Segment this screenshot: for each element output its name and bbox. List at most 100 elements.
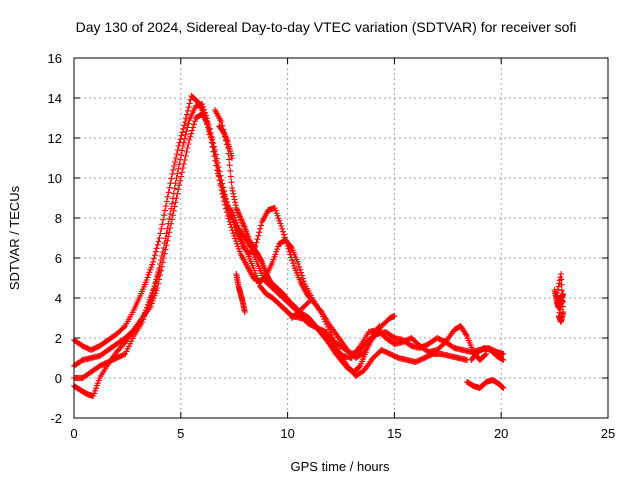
plus-marker bbox=[500, 351, 507, 357]
plus-marker bbox=[169, 171, 176, 177]
plus-marker bbox=[179, 165, 186, 171]
plus-marker bbox=[164, 193, 171, 200]
plus-marker bbox=[223, 136, 230, 143]
plus-marker bbox=[171, 185, 178, 192]
plus-marker bbox=[175, 186, 182, 193]
plus-marker bbox=[229, 187, 236, 194]
series-track-h bbox=[551, 271, 567, 325]
plus-marker bbox=[499, 384, 506, 391]
plus-marker bbox=[168, 220, 175, 227]
x-tick-label: 5 bbox=[177, 426, 184, 441]
plus-marker bbox=[219, 180, 226, 187]
plus-marker bbox=[189, 127, 196, 134]
plus-marker bbox=[555, 283, 562, 290]
y-tick-label: 4 bbox=[55, 291, 62, 306]
plus-marker bbox=[206, 126, 213, 133]
plus-marker bbox=[221, 130, 228, 137]
plus-marker bbox=[229, 207, 236, 213]
plus-marker bbox=[250, 265, 257, 271]
y-tick-label: 0 bbox=[55, 371, 62, 386]
plus-marker bbox=[175, 165, 182, 172]
series-track-a bbox=[71, 93, 398, 361]
plus-marker bbox=[143, 304, 150, 311]
plus-marker bbox=[144, 274, 151, 281]
plus-marker bbox=[212, 151, 219, 158]
plus-marker bbox=[91, 390, 98, 397]
plus-marker bbox=[295, 261, 302, 267]
plus-marker bbox=[162, 246, 169, 253]
plus-marker bbox=[217, 172, 224, 179]
plus-marker bbox=[321, 316, 328, 323]
plus-marker bbox=[172, 180, 179, 187]
plus-marker bbox=[128, 338, 135, 345]
plus-marker bbox=[90, 393, 97, 399]
plus-marker bbox=[179, 143, 186, 149]
plus-marker bbox=[93, 382, 100, 389]
plus-marker bbox=[280, 228, 287, 235]
axis-ticks bbox=[73, 57, 609, 419]
plus-marker bbox=[205, 123, 212, 129]
plus-marker bbox=[146, 269, 153, 276]
y-tick-label: -2 bbox=[50, 411, 62, 426]
plus-marker bbox=[213, 155, 220, 162]
plus-marker bbox=[160, 216, 167, 223]
plus-marker bbox=[270, 256, 277, 263]
plus-marker bbox=[275, 243, 282, 250]
plus-marker bbox=[166, 215, 173, 222]
plus-marker bbox=[174, 147, 181, 153]
plus-marker bbox=[273, 210, 280, 217]
plus-marker bbox=[177, 177, 184, 184]
plus-marker bbox=[179, 147, 186, 154]
series-track-g bbox=[216, 123, 312, 321]
plus-marker bbox=[182, 131, 189, 138]
plus-marker bbox=[482, 351, 489, 358]
plus-marker bbox=[323, 321, 330, 328]
plus-marker bbox=[463, 331, 470, 338]
plus-marker bbox=[229, 155, 236, 161]
plus-marker bbox=[184, 124, 191, 131]
plus-marker bbox=[140, 316, 147, 323]
plus-marker bbox=[229, 209, 236, 216]
plus-marker bbox=[160, 255, 167, 261]
plus-marker bbox=[139, 319, 146, 325]
plus-marker bbox=[218, 177, 225, 183]
plus-marker bbox=[216, 168, 223, 175]
plus-marker bbox=[256, 229, 263, 236]
series-track-f bbox=[464, 345, 507, 391]
plus-marker bbox=[164, 237, 171, 244]
plus-marker bbox=[178, 173, 185, 180]
plus-marker bbox=[318, 311, 325, 317]
plus-marker bbox=[499, 356, 506, 363]
plus-marker bbox=[172, 159, 179, 165]
x-tick-label: 10 bbox=[280, 426, 294, 441]
plus-marker bbox=[214, 159, 221, 166]
plus-marker bbox=[172, 155, 179, 161]
plus-marker bbox=[499, 383, 506, 390]
series-track-d bbox=[71, 207, 383, 381]
plus-marker bbox=[121, 324, 128, 331]
plus-marker bbox=[182, 119, 189, 125]
y-tick-label: 10 bbox=[48, 171, 62, 186]
plus-marker bbox=[156, 235, 163, 241]
plus-marker bbox=[220, 129, 227, 135]
plus-marker bbox=[556, 280, 563, 287]
plus-marker bbox=[269, 259, 276, 265]
plus-marker bbox=[145, 271, 152, 278]
plus-marker bbox=[179, 169, 186, 176]
plus-marker bbox=[190, 121, 197, 128]
plus-marker bbox=[222, 134, 229, 141]
plus-marker bbox=[211, 147, 218, 153]
plus-marker bbox=[255, 277, 262, 284]
plus-marker bbox=[236, 212, 243, 219]
plus-marker bbox=[258, 257, 265, 264]
plus-marker bbox=[319, 313, 326, 320]
x-tick-label: 25 bbox=[601, 426, 615, 441]
plus-marker bbox=[150, 255, 157, 262]
plus-marker bbox=[225, 215, 232, 222]
plus-marker bbox=[220, 184, 227, 191]
plus-marker bbox=[165, 233, 172, 240]
plus-marker bbox=[211, 143, 218, 150]
plus-marker bbox=[165, 189, 172, 196]
plus-marker bbox=[167, 180, 174, 187]
y-axis-label: SDTVAR / TECUs bbox=[7, 185, 22, 290]
